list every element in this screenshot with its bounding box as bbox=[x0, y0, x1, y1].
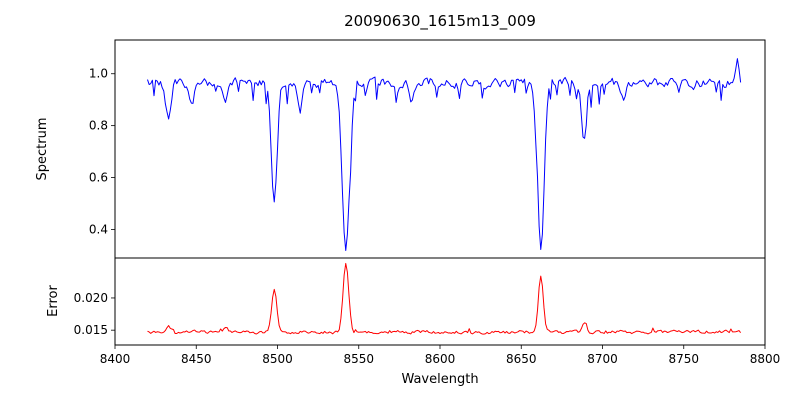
spectrum-subplot-frame bbox=[114, 39, 766, 259]
x-tick-label: 8600 bbox=[425, 352, 456, 366]
error-y-tick-label: 0.020 bbox=[74, 291, 108, 305]
spectrum-y-tick-label: 1.0 bbox=[89, 67, 108, 81]
spectrum-line bbox=[147, 58, 742, 252]
plot-layer: 8400 8450 8500 8550 8600 8650 8700 8750 8800 0.4 0… bbox=[74, 58, 781, 366]
error-subplot-frame bbox=[114, 257, 766, 346]
spectrum-y-tick-label: 0.8 bbox=[89, 119, 108, 133]
x-tick-label: 8800 bbox=[750, 352, 781, 366]
x-tick-label: 8400 bbox=[100, 352, 131, 366]
x-tick-label: 8700 bbox=[587, 352, 618, 366]
x-tick-label: 8550 bbox=[343, 352, 374, 366]
error-y-axis-label: Error bbox=[46, 285, 61, 317]
x-axis-label: Wavelength bbox=[401, 372, 478, 387]
spectrum-y-tick-label: 0.4 bbox=[89, 222, 108, 236]
x-tick-label: 8650 bbox=[506, 352, 537, 366]
spectrum-y-tick-label: 0.6 bbox=[89, 171, 108, 185]
error-line bbox=[147, 262, 742, 335]
chart-title: 20090630_1615m13_009 bbox=[344, 12, 536, 31]
spectrum-y-axis-label: Spectrum bbox=[35, 118, 50, 181]
x-tick-label: 8750 bbox=[668, 352, 699, 366]
x-tick-label: 8450 bbox=[181, 352, 212, 366]
error-y-tick-label: 0.015 bbox=[74, 323, 108, 337]
x-tick-label: 8500 bbox=[262, 352, 293, 366]
